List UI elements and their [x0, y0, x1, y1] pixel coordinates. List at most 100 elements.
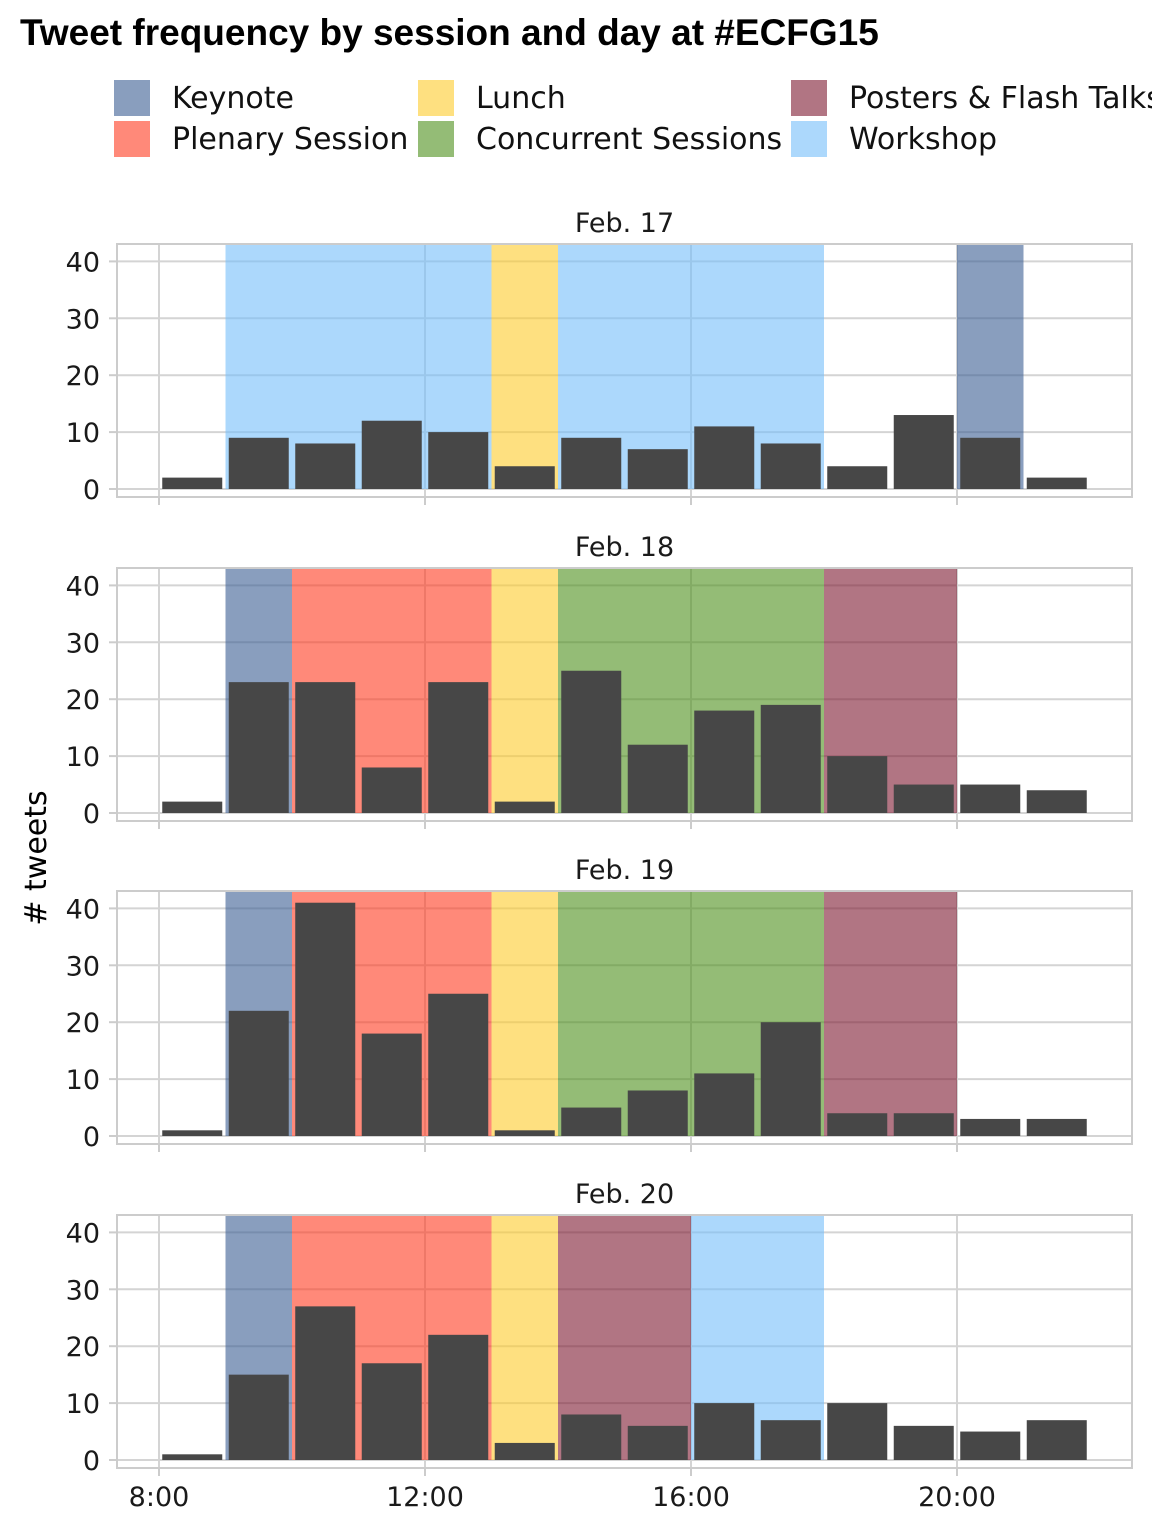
legend-item-workshop: Workshop: [791, 119, 997, 159]
panel-3: Feb. 19 0 10 20 30 40: [66, 855, 1133, 1153]
legend-swatch-posters: [791, 80, 827, 116]
legend-item-concurrent: Concurrent Sessions: [418, 119, 782, 159]
legend-swatch-workshop: [791, 121, 827, 157]
bar: [361, 767, 422, 813]
bar: [960, 1118, 1021, 1136]
bar: [827, 1403, 888, 1460]
legend-label-posters: Posters & Flash Talks: [849, 80, 1152, 116]
bar: [627, 449, 688, 489]
bar: [561, 670, 622, 813]
chart-title: Tweet frequency by session and day at #E…: [20, 12, 879, 53]
y-tick-label: 40: [66, 571, 100, 602]
bar: [162, 1454, 223, 1460]
bar: [694, 710, 755, 813]
x-tick-label: 16:00: [652, 1482, 730, 1513]
bar: [494, 801, 555, 813]
bar: [228, 437, 289, 489]
bar: [694, 426, 755, 489]
legend-label-lunch: Lunch: [476, 80, 566, 116]
x-tick-label: 12:00: [386, 1482, 464, 1513]
bar: [162, 801, 223, 813]
panel-1: Feb. 17 0 10 20 30 40: [66, 208, 1133, 506]
bar: [893, 415, 954, 489]
bar: [893, 1425, 954, 1460]
bar: [1026, 790, 1087, 813]
legend-item-posters: Posters & Flash Talks: [791, 78, 1152, 118]
bar: [162, 477, 223, 489]
bar: [361, 1033, 422, 1136]
bar: [428, 993, 489, 1136]
y-tick-label: 0: [83, 475, 100, 506]
bar: [694, 1403, 755, 1460]
bar: [428, 682, 489, 813]
bar: [1026, 477, 1087, 489]
bar: [494, 466, 555, 489]
panel-label: Feb. 18: [575, 532, 674, 563]
panel-border: [116, 890, 1133, 1145]
legend-swatch-concurrent: [418, 121, 454, 157]
panel-border: [116, 567, 1133, 822]
bar: [228, 1010, 289, 1136]
y-axis-title: # tweets: [19, 790, 54, 925]
legend-label-workshop: Workshop: [849, 121, 998, 157]
session-band-lunch: [491, 1215, 558, 1460]
legend-item-plenary: Plenary Session: [114, 119, 408, 159]
legend-item-lunch: Lunch: [418, 78, 566, 118]
legend-label-plenary: Plenary Session: [172, 121, 409, 157]
y-tick-label: 0: [83, 1122, 100, 1153]
y-tick-label: 40: [66, 894, 100, 925]
bar: [760, 443, 821, 489]
session-band-lunch: [491, 568, 558, 813]
bar: [295, 902, 356, 1136]
bar: [361, 1363, 422, 1460]
y-tick-label: 20: [66, 685, 100, 716]
panel-2: Feb. 18 0 10 20 30 40: [66, 532, 1133, 830]
y-tick-label: 40: [66, 1218, 100, 1249]
panel-border: [116, 1214, 1133, 1469]
bar: [1026, 1118, 1087, 1136]
y-tick-label: 20: [66, 1008, 100, 1039]
bar: [827, 1113, 888, 1136]
session-band-lunch: [491, 244, 558, 489]
x-tick-label: 20:00: [918, 1482, 996, 1513]
bar: [827, 756, 888, 813]
bar: [494, 1442, 555, 1460]
bar: [627, 1425, 688, 1460]
y-tick-label: 0: [83, 1446, 100, 1477]
y-tick-label: 10: [66, 1389, 100, 1420]
bar: [228, 682, 289, 813]
bar: [627, 744, 688, 813]
bar: [494, 1130, 555, 1136]
bar: [694, 1073, 755, 1136]
legend-swatch-keynote: [114, 80, 150, 116]
y-tick-label: 30: [66, 951, 100, 982]
bar: [295, 1306, 356, 1460]
panel-label: Feb. 19: [575, 855, 674, 886]
bar: [827, 466, 888, 489]
bar: [561, 437, 622, 489]
bar: [760, 1420, 821, 1460]
bar: [893, 1113, 954, 1136]
legend-swatch-lunch: [418, 80, 454, 116]
y-tick-label: 30: [66, 628, 100, 659]
y-tick-label: 30: [66, 1275, 100, 1306]
bar: [162, 1130, 223, 1136]
bar: [893, 784, 954, 813]
bar: [561, 1414, 622, 1460]
y-tick-label: 20: [66, 1332, 100, 1363]
legend-label-keynote: Keynote: [172, 80, 294, 116]
bar: [428, 1334, 489, 1460]
y-tick-label: 0: [83, 799, 100, 830]
panel-label: Feb. 20: [575, 1179, 674, 1210]
session-band-posters: [824, 891, 957, 1136]
bar: [760, 1022, 821, 1136]
bar: [561, 1107, 622, 1136]
bar: [960, 437, 1021, 489]
y-tick-label: 10: [66, 1065, 100, 1096]
bar: [627, 1090, 688, 1136]
panel-4: Feb. 20 0 10 20 30 40: [66, 1179, 1133, 1477]
y-tick-label: 10: [66, 742, 100, 773]
legend-label-concurrent: Concurrent Sessions: [476, 121, 783, 157]
bar: [228, 1374, 289, 1460]
